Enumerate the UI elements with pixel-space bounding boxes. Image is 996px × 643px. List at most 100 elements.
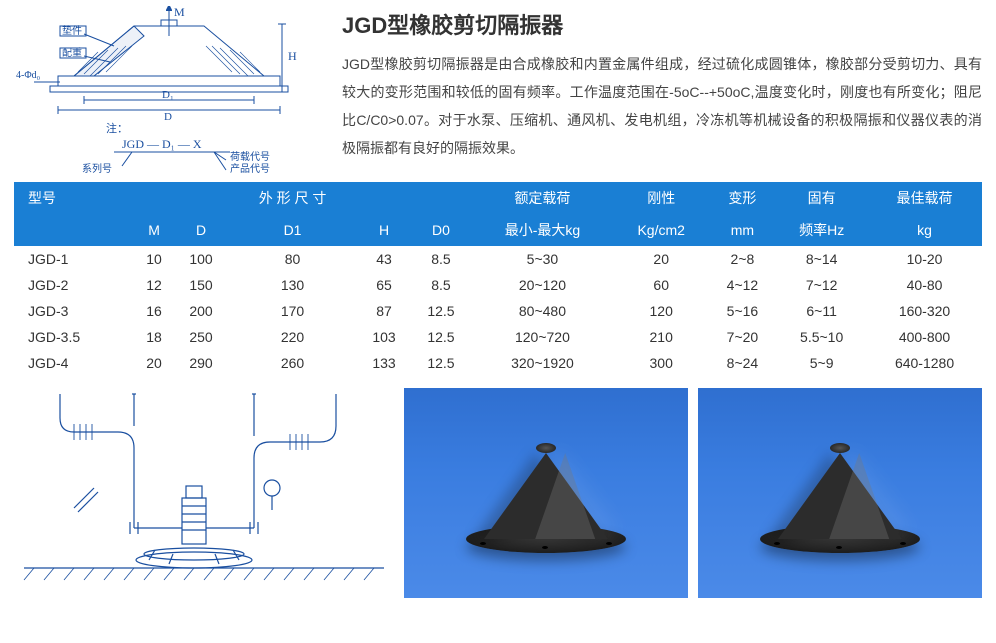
cell-2-3: 170 <box>228 298 357 324</box>
product-photo-1 <box>404 388 688 598</box>
col-sub-10: kg <box>867 214 982 246</box>
table-row: JGD-3162001708712.580~4801205~166~11160-… <box>14 298 982 324</box>
cell-1-5: 8.5 <box>411 272 471 298</box>
cell-0-9: 8~14 <box>776 246 867 272</box>
cell-3-1: 18 <box>134 324 174 350</box>
col-sub-3: D1 <box>228 214 357 246</box>
dim-phi: 4-Φd₀ <box>16 70 41 81</box>
table-row: JGD-42029026013312.5320~19203008~245~964… <box>14 350 982 376</box>
col-top-3: 外 形 尺 寸 <box>228 182 357 214</box>
cell-1-2: 150 <box>174 272 228 298</box>
cell-0-3: 80 <box>228 246 357 272</box>
table-body: JGD-11010080438.55~30202~88~1410-20JGD-2… <box>14 246 982 376</box>
col-top-6: 额定载荷 <box>471 182 614 214</box>
cone-isolator-2 <box>760 433 920 553</box>
col-top-8: 变形 <box>709 182 777 214</box>
piping-diagram <box>14 388 394 598</box>
cell-1-6: 20~120 <box>471 272 614 298</box>
cell-0-1: 10 <box>134 246 174 272</box>
col-top-10: 最佳载荷 <box>867 182 982 214</box>
col-sub-5: D0 <box>411 214 471 246</box>
cell-2-1: 16 <box>134 298 174 324</box>
cell-3-8: 7~20 <box>709 324 777 350</box>
cell-4-4: 133 <box>357 350 411 376</box>
col-top-7: 刚性 <box>614 182 709 214</box>
cell-4-6: 320~1920 <box>471 350 614 376</box>
cell-2-8: 5~16 <box>709 298 777 324</box>
cell-0-10: 10-20 <box>867 246 982 272</box>
col-top-5 <box>411 182 471 214</box>
cell-2-9: 6~11 <box>776 298 867 324</box>
cell-3-5: 12.5 <box>411 324 471 350</box>
col-top-4 <box>357 182 411 214</box>
table-header: 型号外 形 尺 寸额定载荷刚性变形固有最佳载荷 MDD1HD0最小-最大kgKg… <box>14 182 982 246</box>
table-row: JGD-3.51825022010312.5120~7202107~205.5~… <box>14 324 982 350</box>
col-top-9: 固有 <box>776 182 867 214</box>
col-sub-8: mm <box>709 214 777 246</box>
col-sub-7: Kg/cm2 <box>614 214 709 246</box>
description: JGD型橡胶剪切隔振器是由合成橡胶和内置金属件组成，经过硫化成圆锥体，橡胶部分受… <box>342 50 982 162</box>
col-sub-9: 频率Hz <box>776 214 867 246</box>
header-row-2: MDD1HD0最小-最大kgKg/cm2mm频率Hzkg <box>14 214 982 246</box>
col-sub-6: 最小-最大kg <box>471 214 614 246</box>
cell-3-2: 250 <box>174 324 228 350</box>
cell-4-8: 8~24 <box>709 350 777 376</box>
cell-2-5: 12.5 <box>411 298 471 324</box>
cell-2-7: 120 <box>614 298 709 324</box>
cell-1-0: JGD-2 <box>14 272 134 298</box>
load-code-label: 荷载代号 <box>230 151 270 163</box>
cell-3-0: JGD-3.5 <box>14 324 134 350</box>
table-row: JGD-11010080438.55~30202~88~1410-20 <box>14 246 982 272</box>
dimensional-diagram: 垫件 配重 M H 4-Φd₀ D₁ D <box>14 6 324 174</box>
table-row: JGD-212150130658.520~120604~127~1240-80 <box>14 272 982 298</box>
bottom-section <box>0 376 996 598</box>
content-box: JGD型橡胶剪切隔振器 JGD型橡胶剪切隔振器是由合成橡胶和内置金属件组成，经过… <box>342 6 982 174</box>
cell-1-10: 40-80 <box>867 272 982 298</box>
cell-1-9: 7~12 <box>776 272 867 298</box>
dim-m: M <box>174 6 185 19</box>
model-code: JGD — D₁ — X <box>122 137 202 151</box>
col-top-1 <box>134 182 174 214</box>
spec-table: 型号外 形 尺 寸额定载荷刚性变形固有最佳载荷 MDD1HD0最小-最大kgKg… <box>14 182 982 376</box>
cell-3-4: 103 <box>357 324 411 350</box>
product-photo-2 <box>698 388 982 598</box>
cell-4-7: 300 <box>614 350 709 376</box>
cell-0-8: 2~8 <box>709 246 777 272</box>
cell-1-1: 12 <box>134 272 174 298</box>
col-sub-4: H <box>357 214 411 246</box>
spec-table-wrap: 型号外 形 尺 寸额定载荷刚性变形固有最佳载荷 MDD1HD0最小-最大kgKg… <box>0 182 996 376</box>
cell-4-1: 20 <box>134 350 174 376</box>
cell-2-0: JGD-3 <box>14 298 134 324</box>
cell-1-8: 4~12 <box>709 272 777 298</box>
dim-d1: D₁ <box>162 89 174 101</box>
dim-h: H <box>288 49 297 63</box>
cell-3-9: 5.5~10 <box>776 324 867 350</box>
series-label: 系列号 <box>82 162 112 174</box>
cell-2-6: 80~480 <box>471 298 614 324</box>
col-sub-1: M <box>134 214 174 246</box>
cell-0-4: 43 <box>357 246 411 272</box>
cone-isolator-1 <box>466 433 626 553</box>
cell-4-9: 5~9 <box>776 350 867 376</box>
dim-d: D <box>164 111 172 123</box>
cell-0-2: 100 <box>174 246 228 272</box>
col-sub-2: D <box>174 214 228 246</box>
cell-4-2: 290 <box>174 350 228 376</box>
col-sub-0 <box>14 214 134 246</box>
cell-1-3: 130 <box>228 272 357 298</box>
col-top-2 <box>174 182 228 214</box>
cell-4-10: 640-1280 <box>867 350 982 376</box>
cell-3-10: 400-800 <box>867 324 982 350</box>
cell-1-4: 65 <box>357 272 411 298</box>
cell-0-5: 8.5 <box>411 246 471 272</box>
cell-1-7: 60 <box>614 272 709 298</box>
prod-code-label: 产品代号 <box>230 162 270 174</box>
cell-4-5: 12.5 <box>411 350 471 376</box>
top-section: 垫件 配重 M H 4-Φd₀ D₁ D <box>0 0 996 178</box>
label-ballast: 垫件 <box>62 24 82 37</box>
cell-0-0: JGD-1 <box>14 246 134 272</box>
cell-3-3: 220 <box>228 324 357 350</box>
cell-2-4: 87 <box>357 298 411 324</box>
cell-2-10: 160-320 <box>867 298 982 324</box>
note-label: 注： <box>106 121 128 135</box>
